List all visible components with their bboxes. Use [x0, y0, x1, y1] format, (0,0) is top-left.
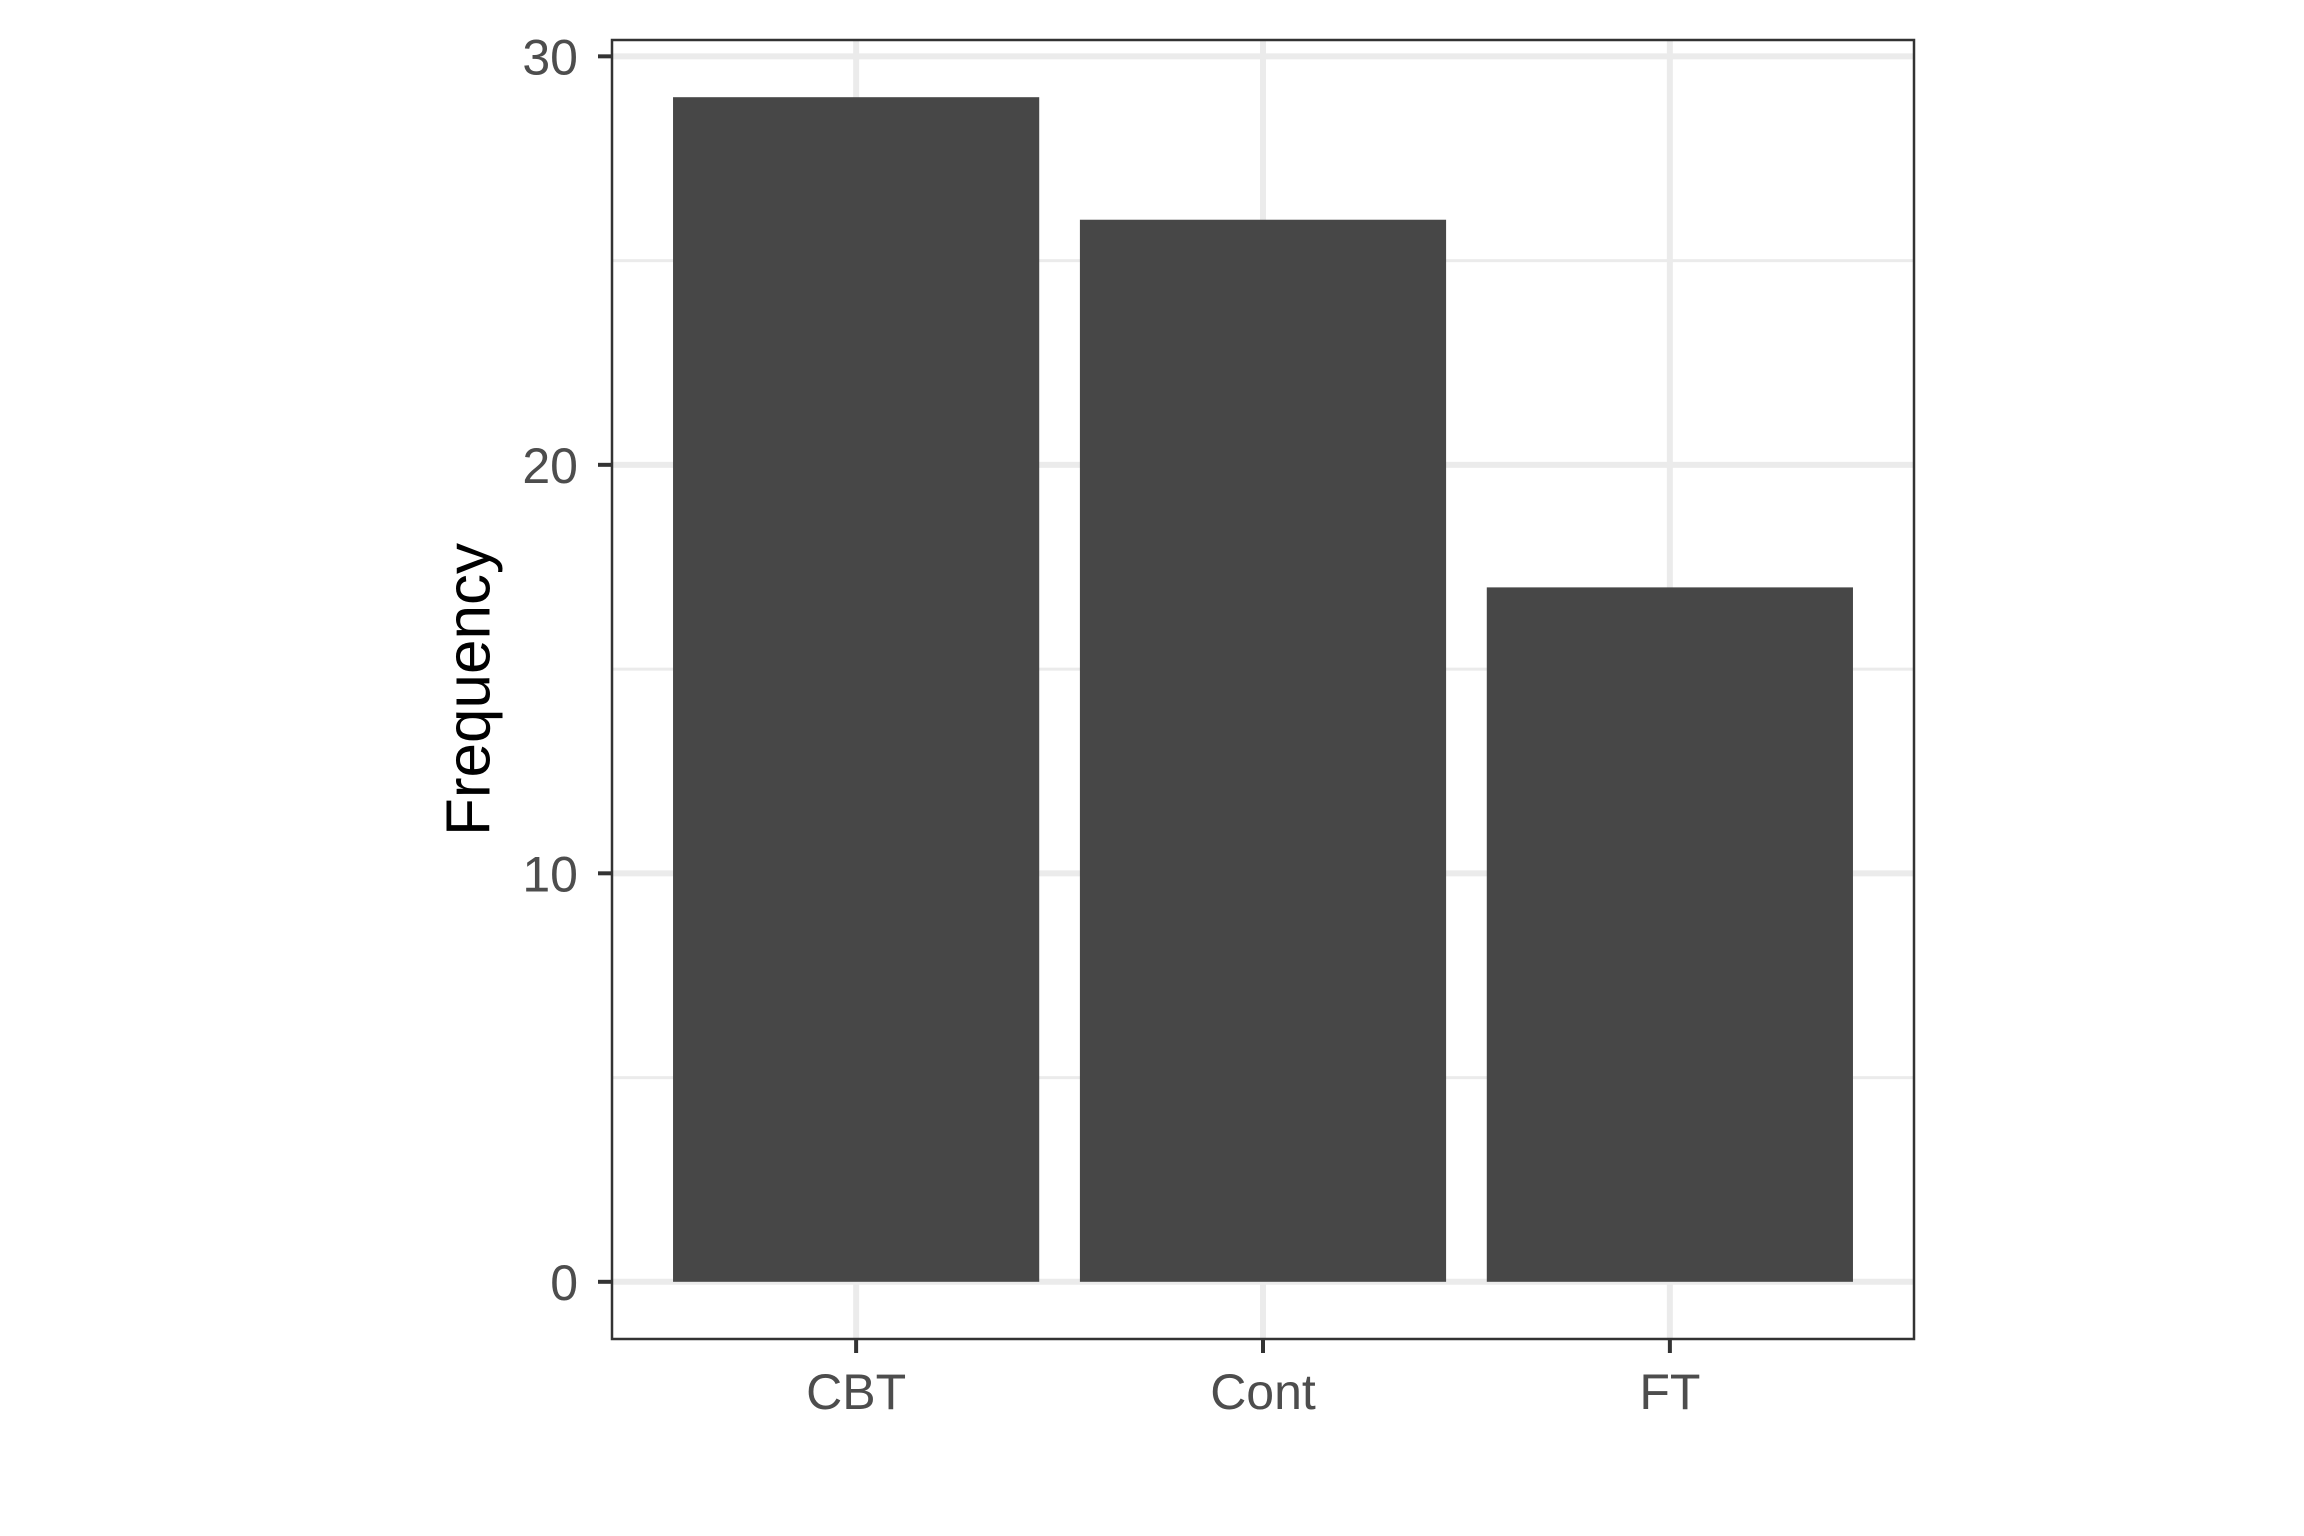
- x-tick-label: CBT: [806, 1364, 906, 1420]
- y-tick-label: 30: [522, 29, 578, 85]
- bar-ft: [1486, 587, 1853, 1282]
- y-axis-title: Frequency: [435, 543, 504, 836]
- bars-layer: [673, 97, 1853, 1282]
- y-tick-label: 0: [550, 1255, 578, 1311]
- x-tick-label: FT: [1639, 1364, 1700, 1420]
- y-tick-label: 20: [522, 438, 578, 494]
- x-tick-label: Cont: [1210, 1364, 1316, 1420]
- bar-cont: [1079, 219, 1447, 1282]
- tick-labels-layer: 0 10 20 30 CBT Cont FT: [522, 29, 1700, 1420]
- bar-cbt: [673, 97, 1040, 1282]
- y-tick-label: 10: [522, 846, 578, 902]
- ticks-layer: [598, 54, 1672, 1353]
